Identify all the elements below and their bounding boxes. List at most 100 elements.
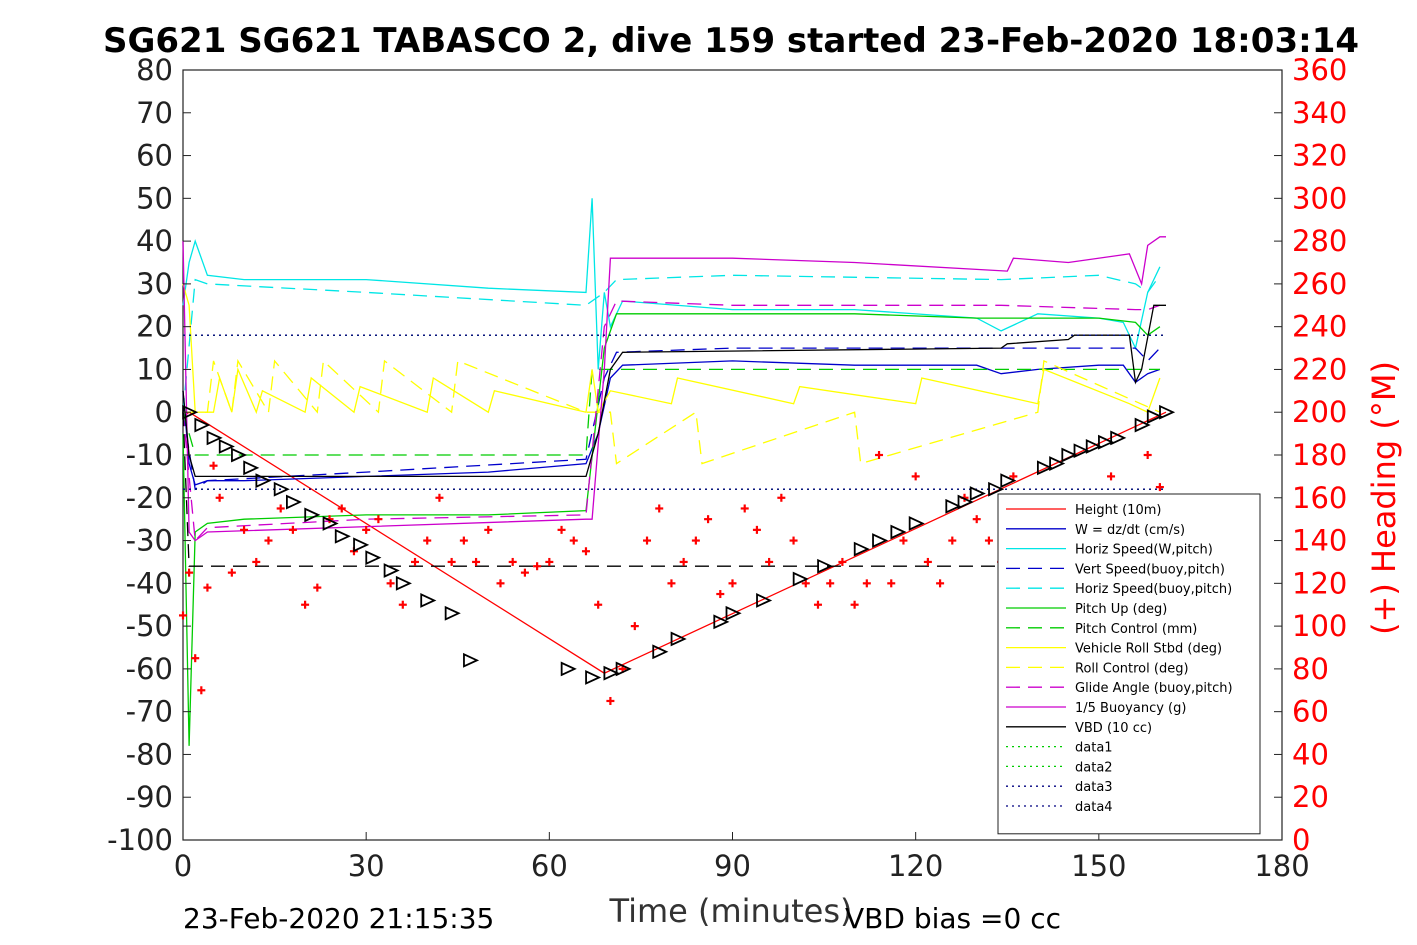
heading-point [545, 557, 554, 566]
depth-triangle [322, 516, 339, 531]
heading-point [313, 583, 322, 592]
left-tick-label: -10 [126, 438, 173, 472]
heading-point [789, 536, 798, 545]
depth-triangle [1061, 447, 1078, 463]
heading-point [569, 536, 578, 545]
heading-point [1155, 483, 1164, 492]
right-tick-label: 160 [1292, 481, 1347, 515]
legend-entry: Vert Speed(buoy,pitch) [1075, 562, 1225, 577]
heading-point [765, 557, 774, 566]
series-line-12 [182, 304, 1166, 478]
heading-point [679, 557, 688, 566]
depth-triangle [334, 528, 351, 544]
right-tick-label: 20 [1292, 780, 1329, 814]
right-tick-label: 240 [1292, 310, 1347, 344]
right-tick-label: 40 [1292, 737, 1329, 771]
heading-point [472, 557, 481, 566]
x-tick-label: 0 [174, 849, 192, 883]
heading-point [337, 504, 346, 513]
left-tick-label: -70 [126, 695, 173, 729]
right-tick-label: 0 [1292, 823, 1310, 857]
depth-triangle [817, 558, 834, 574]
depth-triangle [1159, 404, 1176, 420]
depth-triangle [872, 533, 889, 548]
right-tick-label: 120 [1292, 566, 1347, 600]
heading-point [185, 568, 194, 577]
depth-triangle [560, 661, 577, 677]
legend-entry: Horiz Speed(W,pitch) [1075, 543, 1213, 558]
heading-point [850, 600, 859, 609]
depth-triangle [792, 571, 809, 587]
series-line-black-dashed [182, 412, 1160, 567]
series-line-5 [182, 274, 1161, 413]
heading-point [179, 611, 187, 620]
legend-entry: Horiz Speed(buoy,pitch) [1075, 582, 1232, 597]
legend-entry: W = dz/dt (cm/s) [1075, 523, 1185, 538]
heading-point [936, 579, 945, 588]
depth-triangle-markers [182, 404, 1176, 685]
depth-triangle [231, 447, 248, 463]
heading-point [533, 562, 542, 571]
legend-entry: data2 [1075, 760, 1113, 775]
legend-entry: Height (10m) [1075, 503, 1161, 518]
heading-point [813, 600, 822, 609]
heading-point [972, 515, 981, 524]
heading-point [557, 525, 566, 534]
right-tick-label: 100 [1292, 609, 1347, 643]
heading-point [777, 493, 786, 502]
left-axis-ticks: 80 70 60 50 40 30 20 10 0 -10 -20 -30 -40 -50 -60 -70 -8… [107, 53, 191, 857]
left-tick-label: 0 [155, 395, 173, 429]
left-tick-label: 80 [136, 53, 173, 87]
depth-triangle [420, 593, 437, 608]
depth-triangle [1036, 460, 1054, 476]
heading-point [520, 568, 529, 577]
heading-point [899, 536, 908, 545]
depth-triangle [585, 670, 602, 685]
right-tick-label: 140 [1292, 524, 1347, 558]
heading-point [728, 579, 737, 588]
heading-point [484, 525, 493, 534]
footer-vbd-bias: VBD bias =0 cc [845, 902, 1061, 935]
heading-point [752, 525, 761, 534]
heading-point [209, 461, 218, 470]
heading-point [691, 536, 700, 545]
depth-triangle [890, 524, 907, 540]
depth-triangle [206, 430, 223, 446]
depth-triangle [1073, 443, 1090, 459]
legend-entry: Pitch Up (deg) [1075, 602, 1167, 617]
series-line-6 [182, 313, 1161, 746]
left-tick-label: 60 [136, 139, 173, 173]
depth-triangle [1098, 434, 1115, 450]
depth-triangle [713, 614, 730, 630]
heading-point [227, 568, 236, 577]
depth-triangle [1134, 417, 1151, 433]
depth-triangle [383, 563, 400, 578]
depth-triangle [908, 516, 925, 531]
heading-point [508, 557, 517, 566]
series-line-11 [182, 236, 1166, 542]
depth-triangle [615, 661, 632, 677]
heading-point [923, 557, 932, 566]
depth-triangle [670, 631, 687, 647]
right-tick-label: 60 [1292, 695, 1329, 729]
heading-point [435, 493, 444, 502]
heading-point [630, 622, 639, 631]
left-tick-label: 50 [136, 181, 173, 215]
left-tick-label: -90 [126, 780, 173, 814]
x-axis-ticks: 0 30 60 90 120 150 180 [174, 832, 1310, 883]
series-line-9 [183, 358, 1161, 465]
heading-point [459, 536, 468, 545]
right-tick-label: 300 [1292, 181, 1347, 215]
heading-point [252, 557, 261, 566]
legend-entry: VBD (10 cc) [1075, 721, 1152, 736]
legend-entry: data3 [1075, 780, 1113, 795]
heading-point [948, 536, 957, 545]
right-tick-label: 320 [1292, 139, 1347, 173]
x-tick-label: 60 [531, 849, 568, 883]
heading-point [887, 579, 896, 588]
heading-point [447, 557, 456, 566]
legend-entry: Pitch Control (mm) [1075, 622, 1197, 637]
left-tick-label: 40 [136, 224, 173, 258]
x-tick-label: 150 [1071, 849, 1126, 883]
